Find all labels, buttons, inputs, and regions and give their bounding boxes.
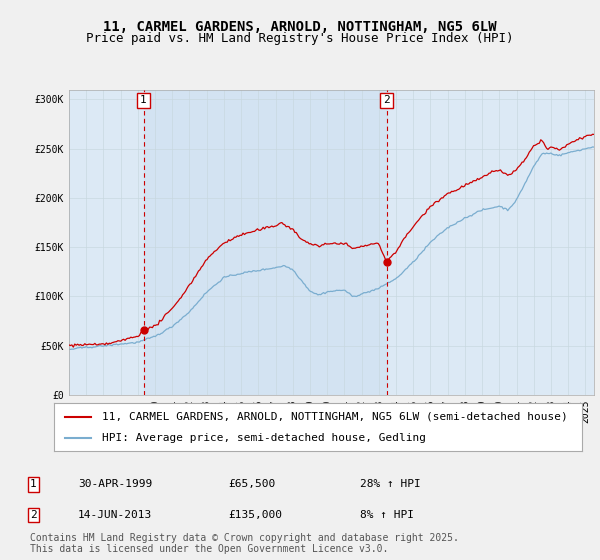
Text: Contains HM Land Registry data © Crown copyright and database right 2025.
This d: Contains HM Land Registry data © Crown c… [30,533,459,554]
Text: £65,500: £65,500 [228,479,275,489]
Text: 2: 2 [383,95,390,105]
Text: HPI: Average price, semi-detached house, Gedling: HPI: Average price, semi-detached house,… [101,433,425,444]
Text: £135,000: £135,000 [228,510,282,520]
Text: 1: 1 [30,479,37,489]
Text: 28% ↑ HPI: 28% ↑ HPI [360,479,421,489]
Bar [143,90,386,395]
Text: 11, CARMEL GARDENS, ARNOLD, NOTTINGHAM, NG5 6LW: 11, CARMEL GARDENS, ARNOLD, NOTTINGHAM, … [103,20,497,34]
Text: 11, CARMEL GARDENS, ARNOLD, NOTTINGHAM, NG5 6LW (semi-detached house): 11, CARMEL GARDENS, ARNOLD, NOTTINGHAM, … [101,412,567,422]
Text: 30-APR-1999: 30-APR-1999 [78,479,152,489]
Text: 2: 2 [30,510,37,520]
Text: 14-JUN-2013: 14-JUN-2013 [78,510,152,520]
Text: 1: 1 [140,95,147,105]
Text: Price paid vs. HM Land Registry's House Price Index (HPI): Price paid vs. HM Land Registry's House … [86,32,514,45]
Text: 8% ↑ HPI: 8% ↑ HPI [360,510,414,520]
